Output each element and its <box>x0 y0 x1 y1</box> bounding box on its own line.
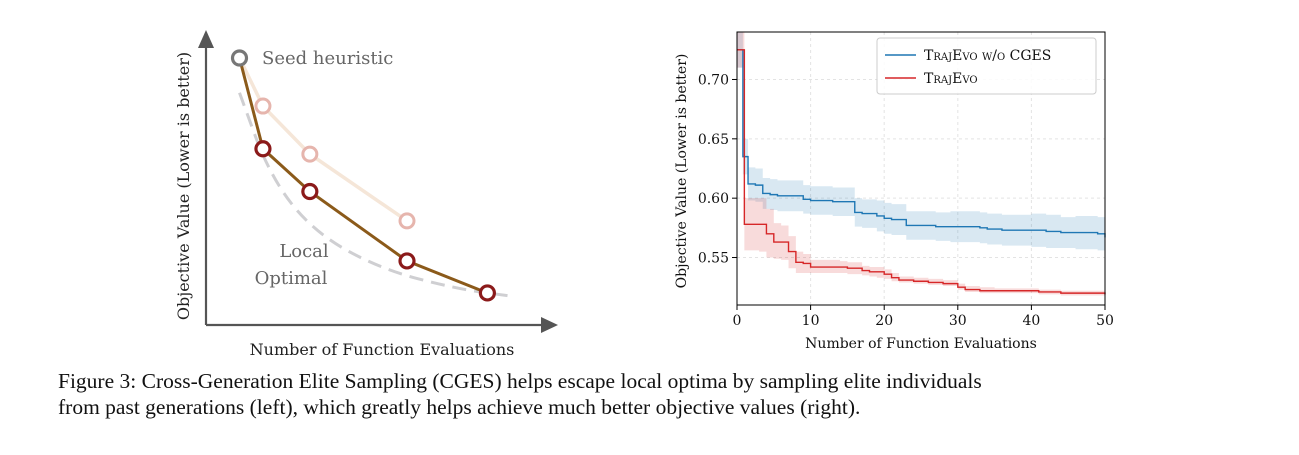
results-y-ticks: 0.55 0.60 0.65 0.70 <box>698 72 737 267</box>
faded-point <box>301 145 319 163</box>
schematic-y-label: Objective Value (Lower is better) <box>174 52 193 320</box>
legend-label-series-1: TrajEvo w/o CGES <box>924 48 1051 64</box>
faded-point <box>398 212 416 230</box>
annotation-local: Local <box>279 241 329 262</box>
caption-line-2: from past generations (left), which grea… <box>58 395 861 419</box>
x-tick-label: 50 <box>1096 313 1114 329</box>
x-tick-label: 30 <box>949 313 967 329</box>
y-tick-label: 0.60 <box>698 191 729 207</box>
x-tick-label: 10 <box>802 313 820 329</box>
schematic-chart: Seed heuristic Local Optimal Number of F… <box>174 30 558 359</box>
x-tick-label: 20 <box>875 313 893 329</box>
y-tick-label: 0.55 <box>698 251 729 267</box>
x-tick-label: 40 <box>1022 313 1040 329</box>
schematic-points <box>230 49 496 302</box>
path-point <box>398 252 416 270</box>
x-tick-label: 0 <box>733 313 742 329</box>
legend-box <box>876 37 1097 95</box>
y-tick-label: 0.70 <box>698 72 729 88</box>
results-lines <box>737 49 1106 295</box>
faded-path-line <box>237 57 408 223</box>
results-plot-frame <box>736 31 1106 306</box>
path-point <box>478 284 496 302</box>
seed-point <box>230 49 249 67</box>
results-bands <box>737 32 1105 297</box>
annotation-optimal: Optimal <box>255 268 328 289</box>
schematic-faded-path <box>237 57 408 223</box>
main-path-line <box>238 57 488 295</box>
caption-line-1: Figure 3: Cross-Generation Elite Samplin… <box>58 369 982 393</box>
results-legend: TrajEvo w/o CGES TrajEvo <box>876 37 1097 95</box>
schematic-main-path <box>238 57 488 295</box>
faded-point <box>254 97 272 115</box>
series-line-1 <box>737 49 1106 238</box>
legend-label-series-2: TrajEvo <box>924 71 978 87</box>
y-tick-label: 0.65 <box>698 132 729 148</box>
series-line-2 <box>737 49 1106 295</box>
results-chart: 0 10 20 30 40 50 0.55 0.60 0.65 0.70 Number of F… <box>674 31 1114 352</box>
annotation-seed-heuristic: Seed heuristic <box>262 48 393 69</box>
schematic-x-arrowhead <box>541 317 558 333</box>
schematic-axes <box>198 30 558 333</box>
results-x-label: Number of Function Evaluations <box>805 336 1037 352</box>
schematic-y-arrowhead <box>198 30 214 48</box>
path-point <box>254 140 272 158</box>
path-point <box>301 182 319 201</box>
series-band-1 <box>737 32 1105 254</box>
schematic-x-label: Number of Function Evaluations <box>250 340 515 359</box>
results-y-label: Objective Value (Lower is better) <box>674 54 690 289</box>
results-x-ticks: 0 10 20 30 40 50 <box>733 305 1114 329</box>
figure-caption: Figure 3: Cross-Generation Elite Samplin… <box>58 368 1258 420</box>
